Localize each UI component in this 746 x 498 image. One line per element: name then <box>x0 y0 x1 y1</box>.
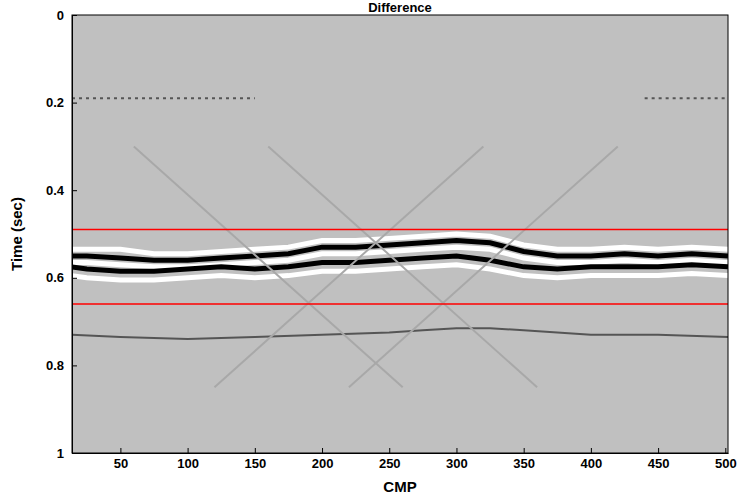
event-line <box>72 229 728 231</box>
y-tick: 0 <box>57 8 77 23</box>
x-tick-label: 300 <box>446 456 468 471</box>
x-tick: 300 <box>446 448 468 471</box>
event-line <box>72 303 728 305</box>
x-tick: 150 <box>244 448 266 471</box>
x-tick-label: 150 <box>244 456 266 471</box>
plot-background <box>72 15 728 453</box>
x-axis-title: CMP <box>383 478 416 495</box>
y-tick-label: 1 <box>57 446 64 461</box>
x-tick-mark <box>658 448 659 453</box>
x-axis-line <box>73 453 729 454</box>
y-tick-mark <box>72 190 77 191</box>
event-line <box>268 146 537 387</box>
x-tick-mark <box>322 448 323 453</box>
x-axis: 50 100 150 200 250 300 350 400 450 500 <box>73 448 737 471</box>
x-tick-mark <box>255 448 256 453</box>
event-line <box>72 328 728 339</box>
y-axis-line <box>72 16 73 454</box>
y-tick-mark <box>72 365 77 366</box>
event-line <box>72 265 728 280</box>
y-tick-label: 0.4 <box>46 183 65 198</box>
y-tick-mark <box>72 103 77 104</box>
x-tick: 400 <box>581 448 603 471</box>
y-axis: 0 0.2 0.4 0.6 0.8 1 <box>46 8 77 461</box>
x-tick: 350 <box>513 448 535 471</box>
y-tick-label: 0.2 <box>46 95 64 110</box>
y-tick-label: 0 <box>57 8 64 23</box>
y-tick: 0.4 <box>46 183 77 198</box>
x-tick-label: 500 <box>715 456 737 471</box>
x-tick-mark <box>456 448 457 453</box>
plot-frame <box>72 15 728 453</box>
x-tick-mark <box>591 448 592 453</box>
event-line <box>72 97 728 99</box>
x-tick-mark <box>389 448 390 453</box>
events <box>72 98 728 387</box>
x-tick-label: 350 <box>513 456 535 471</box>
x-tick: 250 <box>379 448 401 471</box>
y-axis-title: Time (sec) <box>8 197 25 271</box>
y-tick-label: 0.6 <box>46 270 64 285</box>
event-line <box>134 146 403 387</box>
x-tick-label: 450 <box>648 456 670 471</box>
x-tick: 200 <box>312 448 334 471</box>
event-line <box>214 146 483 387</box>
y-tick: 0.8 <box>46 358 77 373</box>
x-tick-mark <box>524 448 525 453</box>
y-tick-mark <box>72 453 77 454</box>
chart: 5010015020025030035040045050000.20.40.60… <box>0 0 746 498</box>
x-tick: 450 <box>648 448 670 471</box>
y-tick-mark <box>72 15 77 16</box>
x-tick: 100 <box>177 448 199 471</box>
title: Difference <box>368 0 432 15</box>
x-tick-label: 50 <box>114 456 128 471</box>
x-tick-label: 400 <box>581 456 603 471</box>
y-tick-mark <box>72 278 77 279</box>
event-line <box>349 146 618 387</box>
x-tick-mark <box>120 448 121 453</box>
x-tick-mark <box>725 448 726 453</box>
y-tick: 0.6 <box>46 270 77 285</box>
y-tick: 0.2 <box>46 95 77 110</box>
x-tick-label: 200 <box>312 456 334 471</box>
x-tick-label: 250 <box>379 456 401 471</box>
x-tick: 50 <box>114 448 128 471</box>
x-tick-mark <box>188 448 189 453</box>
y-tick-label: 0.8 <box>46 358 64 373</box>
y-tick: 1 <box>57 446 77 461</box>
x-tick: 500 <box>715 448 737 471</box>
x-tick-label: 100 <box>177 456 199 471</box>
